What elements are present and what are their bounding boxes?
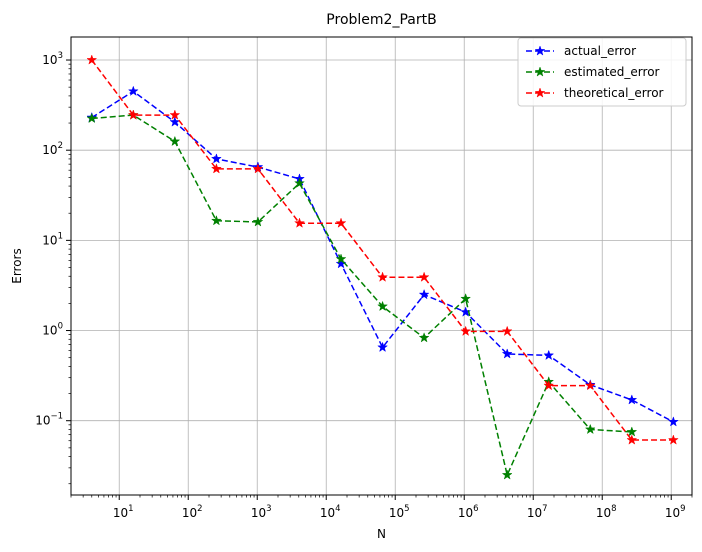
data-point: [86, 54, 98, 65]
series-line: [91, 114, 632, 478]
data-point: [127, 109, 139, 120]
data-point: [626, 426, 638, 437]
chart-title: Problem2_PartB: [326, 12, 436, 28]
x-tick-label: 103: [251, 504, 272, 520]
plot-frame: [70, 36, 693, 496]
data-point: [335, 253, 347, 264]
legend-marker: [534, 45, 546, 56]
data-point: [294, 177, 305, 188]
legend-item: actual_error: [526, 44, 636, 58]
x-tick-label: 109: [665, 504, 686, 520]
data-point: [377, 341, 389, 353]
y-tick-label: 103: [42, 51, 63, 67]
data-point: [543, 379, 555, 391]
data-point: [460, 306, 472, 317]
x-tick-label: 102: [182, 504, 203, 520]
data-point: [377, 300, 389, 312]
x-axis-label: N: [377, 527, 386, 541]
data-point: [210, 163, 222, 174]
data-point: [86, 112, 98, 124]
legend-label: estimated_error: [564, 65, 660, 79]
legend-label: actual_error: [564, 44, 636, 58]
data-point: [667, 434, 679, 445]
x-tick-label: 106: [458, 504, 479, 520]
data-point: [127, 85, 139, 96]
data-point: [335, 217, 347, 228]
data-point: [460, 293, 472, 304]
data-point: [543, 349, 555, 361]
y-axis-label: Errors: [10, 248, 24, 284]
y-tick-label: 101: [42, 231, 63, 247]
ticks: 101 102 103 104 105 106 107 108 109 10−1 100 101 102…: [35, 51, 693, 520]
x-tick-label: 107: [527, 504, 548, 520]
legend-item: estimated_error: [526, 65, 660, 79]
data-point: [418, 288, 430, 300]
series-theoretical_error: [86, 54, 679, 445]
data-point: [169, 135, 181, 147]
data-point: [501, 469, 513, 480]
legend-box: [517, 37, 687, 107]
series-layer: [86, 54, 679, 480]
x-tick-label: 104: [320, 504, 341, 520]
x-tick-label: 108: [596, 504, 617, 520]
legend-marker: [534, 87, 546, 98]
data-point: [460, 325, 472, 336]
x-tick-label: 105: [389, 504, 410, 520]
y-tick-label: 102: [42, 141, 63, 157]
data-point: [252, 216, 264, 227]
legend-item: theoretical_error: [526, 86, 664, 100]
data-point: [501, 348, 513, 359]
data-point: [626, 434, 638, 445]
y-tick-label: 100: [42, 322, 63, 338]
data-point: [210, 153, 222, 164]
data-point: [584, 379, 596, 391]
y-tick-label: 10−1: [35, 412, 63, 428]
data-point: [667, 416, 679, 427]
data-point: [418, 332, 430, 343]
legend-marker: [534, 66, 546, 77]
data-point: [501, 325, 513, 336]
data-point: [584, 423, 596, 435]
grid: [71, 37, 692, 495]
data-point: [377, 271, 389, 282]
data-point: [210, 214, 222, 226]
data-point: [294, 217, 305, 228]
data-point: [169, 109, 181, 120]
series-line: [91, 90, 674, 423]
data-point: [626, 394, 638, 405]
legend-label: theoretical_error: [564, 86, 664, 100]
data-point: [169, 116, 181, 127]
legend: actual_error estimated_error theoretical_e…: [517, 37, 687, 107]
data-point: [252, 163, 264, 174]
x-tick-label: 101: [113, 504, 134, 520]
data-point: [418, 271, 430, 282]
